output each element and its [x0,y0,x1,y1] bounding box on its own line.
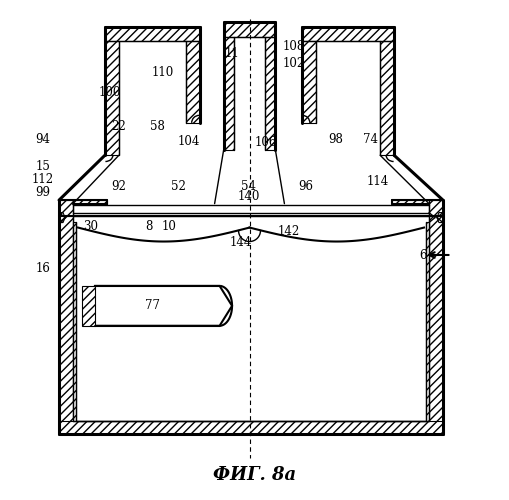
Polygon shape [73,222,76,420]
Polygon shape [59,200,107,216]
Polygon shape [391,200,443,216]
Text: 144: 144 [230,236,252,249]
Polygon shape [426,222,429,420]
Polygon shape [186,40,200,123]
Text: 11: 11 [224,46,239,60]
Polygon shape [223,22,275,36]
Polygon shape [266,22,275,150]
Polygon shape [82,286,95,326]
Text: 112: 112 [32,172,53,186]
Text: 102: 102 [282,56,304,70]
Polygon shape [380,26,394,156]
Polygon shape [437,212,443,222]
Polygon shape [59,200,73,434]
Polygon shape [429,200,443,434]
Text: 98: 98 [328,133,343,146]
Text: 94: 94 [35,133,50,146]
Text: 99: 99 [35,186,50,199]
Text: 100: 100 [99,86,121,100]
Text: 16: 16 [35,262,50,276]
Text: 142: 142 [277,224,299,237]
Text: 110: 110 [151,66,174,80]
Text: 96: 96 [298,180,313,192]
Polygon shape [105,26,200,40]
Text: 15: 15 [35,160,50,172]
Text: 10: 10 [161,220,176,232]
Text: 30: 30 [83,220,98,232]
Text: 54: 54 [241,180,256,192]
Text: 114: 114 [367,174,389,188]
Text: 140: 140 [237,190,260,202]
Text: 8: 8 [145,220,153,232]
Text: 74: 74 [363,133,378,146]
Text: 22: 22 [111,120,126,133]
Text: 106: 106 [254,136,277,149]
Text: 77: 77 [145,300,160,312]
Polygon shape [59,212,65,222]
Text: 104: 104 [178,135,200,148]
Text: 6: 6 [419,250,427,262]
Text: 58: 58 [150,120,165,133]
Polygon shape [302,26,394,40]
Polygon shape [105,26,119,156]
Text: 92: 92 [111,180,126,192]
Polygon shape [302,40,316,123]
Text: ФИГ. 8а: ФИГ. 8а [213,466,296,484]
Polygon shape [223,22,234,150]
Text: 108: 108 [282,40,304,53]
Polygon shape [59,420,443,434]
Text: 52: 52 [171,180,186,192]
